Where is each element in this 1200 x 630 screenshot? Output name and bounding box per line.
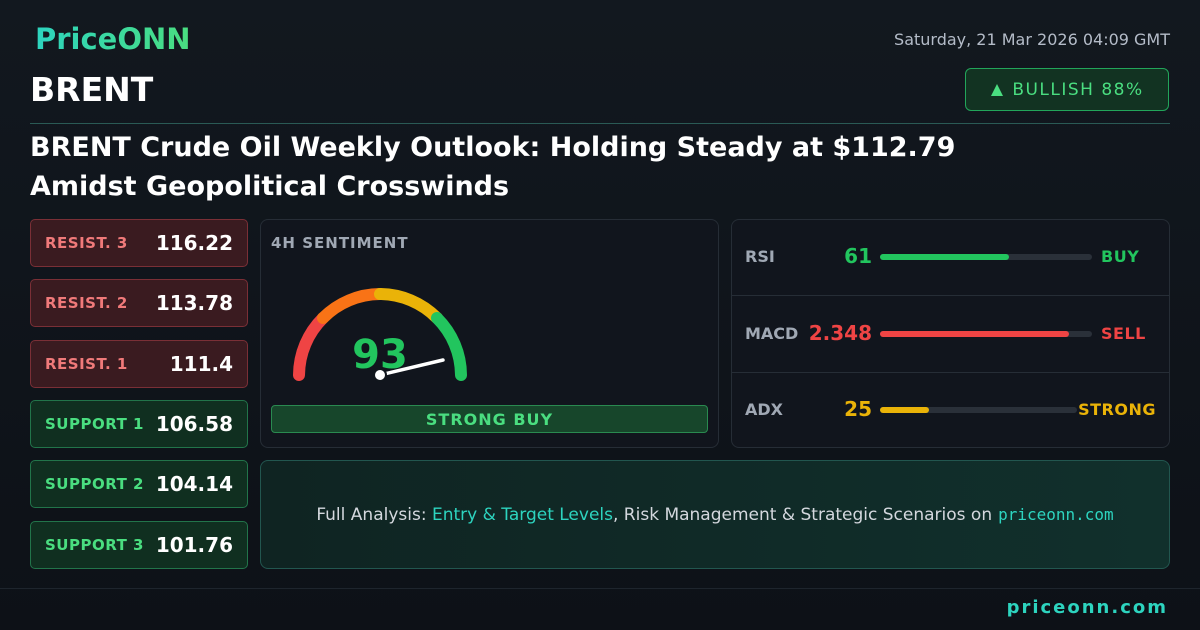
level-label: SUPPORT 2 bbox=[45, 475, 144, 493]
gauge-red bbox=[293, 312, 329, 381]
cta-middle: , Risk Management & Strategic Scenarios … bbox=[613, 504, 993, 525]
headline: BRENT Crude Oil Weekly Outlook: Holding … bbox=[30, 132, 956, 202]
sentiment-score: 93 bbox=[352, 332, 408, 378]
gauge-yellow bbox=[374, 288, 443, 324]
level-box: SUPPORT 1 106.58 bbox=[30, 400, 248, 448]
level-box: SUPPORT 2 104.14 bbox=[30, 460, 248, 508]
level-label: SUPPORT 1 bbox=[45, 415, 144, 433]
level-label: RESIST. 2 bbox=[45, 294, 128, 312]
row-divider bbox=[732, 295, 1169, 296]
indicator-bar bbox=[880, 407, 930, 413]
indicator-value: 2.348 bbox=[808, 321, 872, 345]
indicator-bar bbox=[880, 254, 1010, 260]
indicator-name: MACD bbox=[745, 324, 799, 343]
gauge-orange bbox=[317, 288, 386, 324]
level-label: RESIST. 3 bbox=[45, 234, 128, 252]
up-triangle bbox=[991, 83, 1004, 96]
needle-hub bbox=[373, 368, 387, 382]
cta-highlight: Entry & Target Levels bbox=[431, 504, 613, 525]
indicator-value: 25 bbox=[844, 397, 872, 421]
level-value: 111.4 bbox=[169, 352, 233, 376]
level-label: RESIST. 1 bbox=[45, 355, 128, 373]
symbol: BRENT bbox=[30, 70, 154, 109]
cta-site[interactable]: priceonn.com bbox=[998, 505, 1114, 524]
gauge: 93 bbox=[293, 288, 467, 382]
footer-site[interactable]: priceonn.com bbox=[1006, 597, 1168, 618]
indicator-track bbox=[880, 254, 1092, 260]
indicator-signal: SELL bbox=[1101, 324, 1146, 343]
level-value: 116.22 bbox=[155, 231, 233, 255]
bullish-badge: BULLISH 88% bbox=[965, 68, 1169, 111]
indicator-track bbox=[880, 407, 1077, 413]
level-box: RESIST. 2 113.78 bbox=[30, 279, 248, 327]
level-box: RESIST. 1 111.4 bbox=[30, 340, 248, 388]
level-box: RESIST. 3 116.22 bbox=[30, 219, 248, 267]
level-box: SUPPORT 3 101.76 bbox=[30, 521, 248, 569]
sentiment-title: 4H SENTIMENT bbox=[271, 234, 409, 252]
indicator-value: 61 bbox=[844, 244, 872, 268]
level-value: 113.78 bbox=[155, 291, 233, 315]
indicator-name: RSI bbox=[745, 247, 775, 266]
cta-prefix: Full Analysis: bbox=[316, 504, 427, 525]
sentiment-verdict: STRONG BUY bbox=[271, 405, 708, 433]
indicator-track bbox=[880, 331, 1092, 337]
cta: Full Analysis: Entry & Target Levels, Ri… bbox=[260, 460, 1170, 569]
datetime: Saturday, 21 Mar 2026 04:09 GMT bbox=[894, 30, 1170, 49]
level-value: 106.58 bbox=[155, 412, 233, 436]
level-value: 104.14 bbox=[155, 472, 233, 496]
gauge-green bbox=[431, 312, 467, 381]
indicator-signal: STRONG bbox=[1078, 400, 1156, 419]
indicator-bar bbox=[880, 331, 1069, 337]
logo: PriceONN bbox=[35, 22, 191, 56]
badge-text: BULLISH 88% bbox=[1012, 79, 1144, 100]
separator bbox=[30, 123, 1170, 124]
row-divider bbox=[732, 372, 1169, 373]
gauge-needle bbox=[378, 358, 445, 377]
indicator-signal: BUY bbox=[1101, 247, 1140, 266]
footer-line bbox=[0, 588, 1200, 589]
indicator-name: ADX bbox=[745, 400, 783, 419]
level-label: SUPPORT 3 bbox=[45, 536, 144, 554]
level-value: 101.76 bbox=[155, 533, 233, 557]
